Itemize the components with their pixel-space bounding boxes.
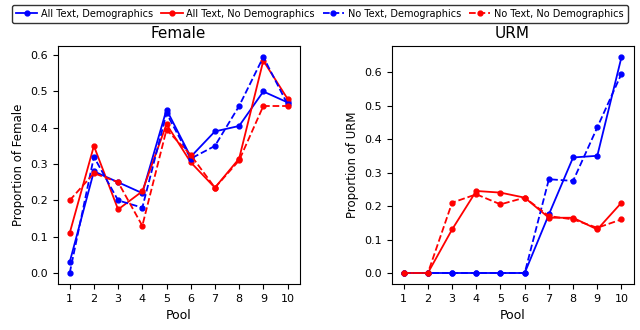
X-axis label: Pool: Pool — [166, 309, 191, 322]
Y-axis label: Proportion of Female: Proportion of Female — [12, 104, 24, 226]
X-axis label: Pool: Pool — [500, 309, 525, 322]
Title: Female: Female — [151, 26, 206, 41]
Y-axis label: Proportion of URM: Proportion of URM — [346, 112, 358, 218]
Legend: All Text, Demographics, All Text, No Demographics, No Text, Demographics, No Tex: All Text, Demographics, All Text, No Dem… — [12, 5, 628, 23]
Title: URM: URM — [495, 26, 530, 41]
